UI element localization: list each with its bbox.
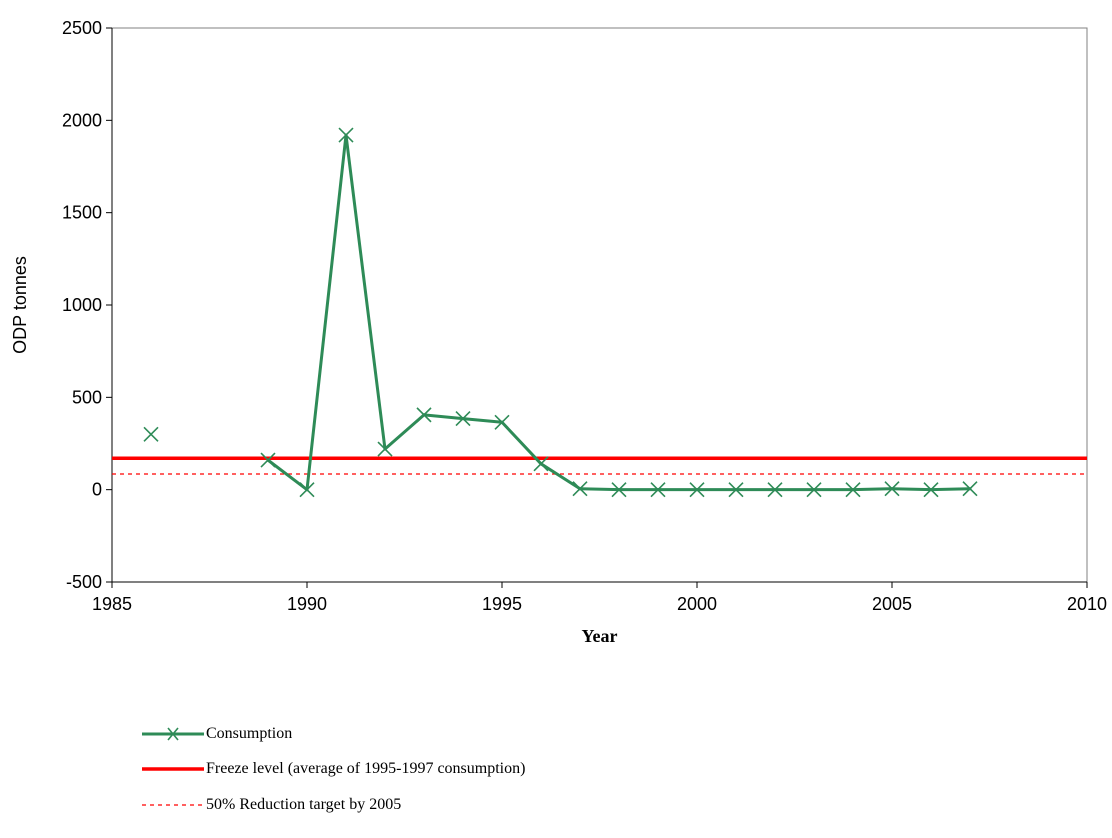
consumption-point (767, 482, 783, 498)
marker-stroke (962, 481, 978, 497)
x-tick-label: 2010 (1067, 594, 1107, 614)
consumption-point (611, 482, 627, 498)
marker-stroke (143, 426, 159, 442)
consumption-point (728, 482, 744, 498)
marker-stroke (689, 482, 705, 498)
x-axis-label: Year (582, 626, 618, 646)
consumption-line-segment (461, 417, 504, 424)
legend-label-freeze-level: Freeze level (average of 1995-1997 consu… (206, 760, 526, 777)
consumption-line-segment (305, 133, 348, 492)
y-tick-label: 2500 (62, 18, 102, 38)
marker-stroke (455, 411, 471, 427)
consumption-line-segment (539, 462, 582, 491)
marker-stroke (494, 414, 510, 430)
legend-swatch-consumption (142, 727, 204, 741)
consumption-point (923, 482, 939, 498)
y-tick-label: 2000 (62, 110, 102, 130)
marker-stroke (338, 127, 354, 143)
consumption-point (377, 441, 393, 457)
marker-stroke (650, 482, 666, 498)
consumption-point (416, 407, 432, 423)
consumption-line-segment (578, 487, 621, 492)
y-tick-label: 500 (72, 387, 102, 407)
consumption-point (338, 127, 354, 143)
consumption-line-segment (890, 487, 933, 492)
consumption-point (650, 482, 666, 498)
consumption-point (962, 481, 978, 497)
legend-label-consumption: Consumption (206, 725, 293, 742)
x-tick-label: 2005 (872, 594, 912, 614)
marker-stroke (572, 481, 588, 497)
consumption-point (884, 481, 900, 497)
x-tick-label: 2000 (677, 594, 717, 614)
marker-stroke (845, 482, 861, 498)
x-tick-label: 1990 (287, 594, 327, 614)
consumption-point (260, 452, 276, 468)
y-tick-label: 0 (92, 480, 102, 500)
consumption-line-segment (851, 487, 894, 492)
consumption-line-segment (929, 487, 972, 492)
marker-stroke (767, 482, 783, 498)
x-axis: 1985 1990 1995 2000 2005 2010 (92, 581, 1107, 614)
marker-stroke (806, 482, 822, 498)
x-tick-label: 1985 (92, 594, 132, 614)
consumption-point (572, 481, 588, 497)
plot-area (111, 27, 1088, 583)
legend-item-freeze-level: Freeze level (average of 1995-1997 consu… (142, 758, 525, 780)
marker-stroke (923, 482, 939, 498)
plot-frame (111, 27, 1088, 583)
consumption-point (455, 411, 471, 427)
consumption-point (806, 482, 822, 498)
marker-stroke (611, 482, 627, 498)
legend-swatch-reduction-target (142, 804, 204, 806)
marker-stroke (728, 482, 744, 498)
legend-swatch-freeze-level (142, 767, 204, 771)
y-tick-label: -500 (66, 572, 102, 592)
chart: -500 0 500 1000 1500 2000 2500 1985 1990 1995 200… (10, 18, 1107, 646)
series-lines (266, 133, 972, 492)
legend-item-reduction-target: 50% Reduction target by 2005 (142, 794, 401, 816)
marker-stroke (377, 441, 393, 457)
y-tick-label: 1000 (62, 295, 102, 315)
consumption-point (494, 414, 510, 430)
marker-stroke (260, 452, 276, 468)
marker-stroke (416, 407, 432, 423)
consumption-point (299, 482, 315, 498)
marker-stroke (299, 482, 315, 498)
consumption-point (533, 456, 549, 472)
series-markers (143, 127, 978, 498)
legend-item-consumption: Consumption (142, 723, 292, 745)
consumption-line-segment (344, 133, 387, 451)
consumption-point (689, 482, 705, 498)
consumption-line-segment (422, 413, 465, 421)
consumption-point (845, 482, 861, 498)
marker-stroke (884, 481, 900, 497)
x-tick-label: 1995 (482, 594, 522, 614)
marker-stroke (533, 456, 549, 472)
reference-lines (112, 456, 1087, 475)
y-axis: -500 0 500 1000 1500 2000 2500 (62, 18, 113, 592)
y-tick-label: 1500 (62, 203, 102, 223)
legend-label-reduction-target: 50% Reduction target by 2005 (206, 796, 402, 813)
consumption-line-segment (266, 458, 309, 492)
y-axis-label: ODP tonnes (10, 256, 30, 354)
consumption-point (143, 426, 159, 442)
